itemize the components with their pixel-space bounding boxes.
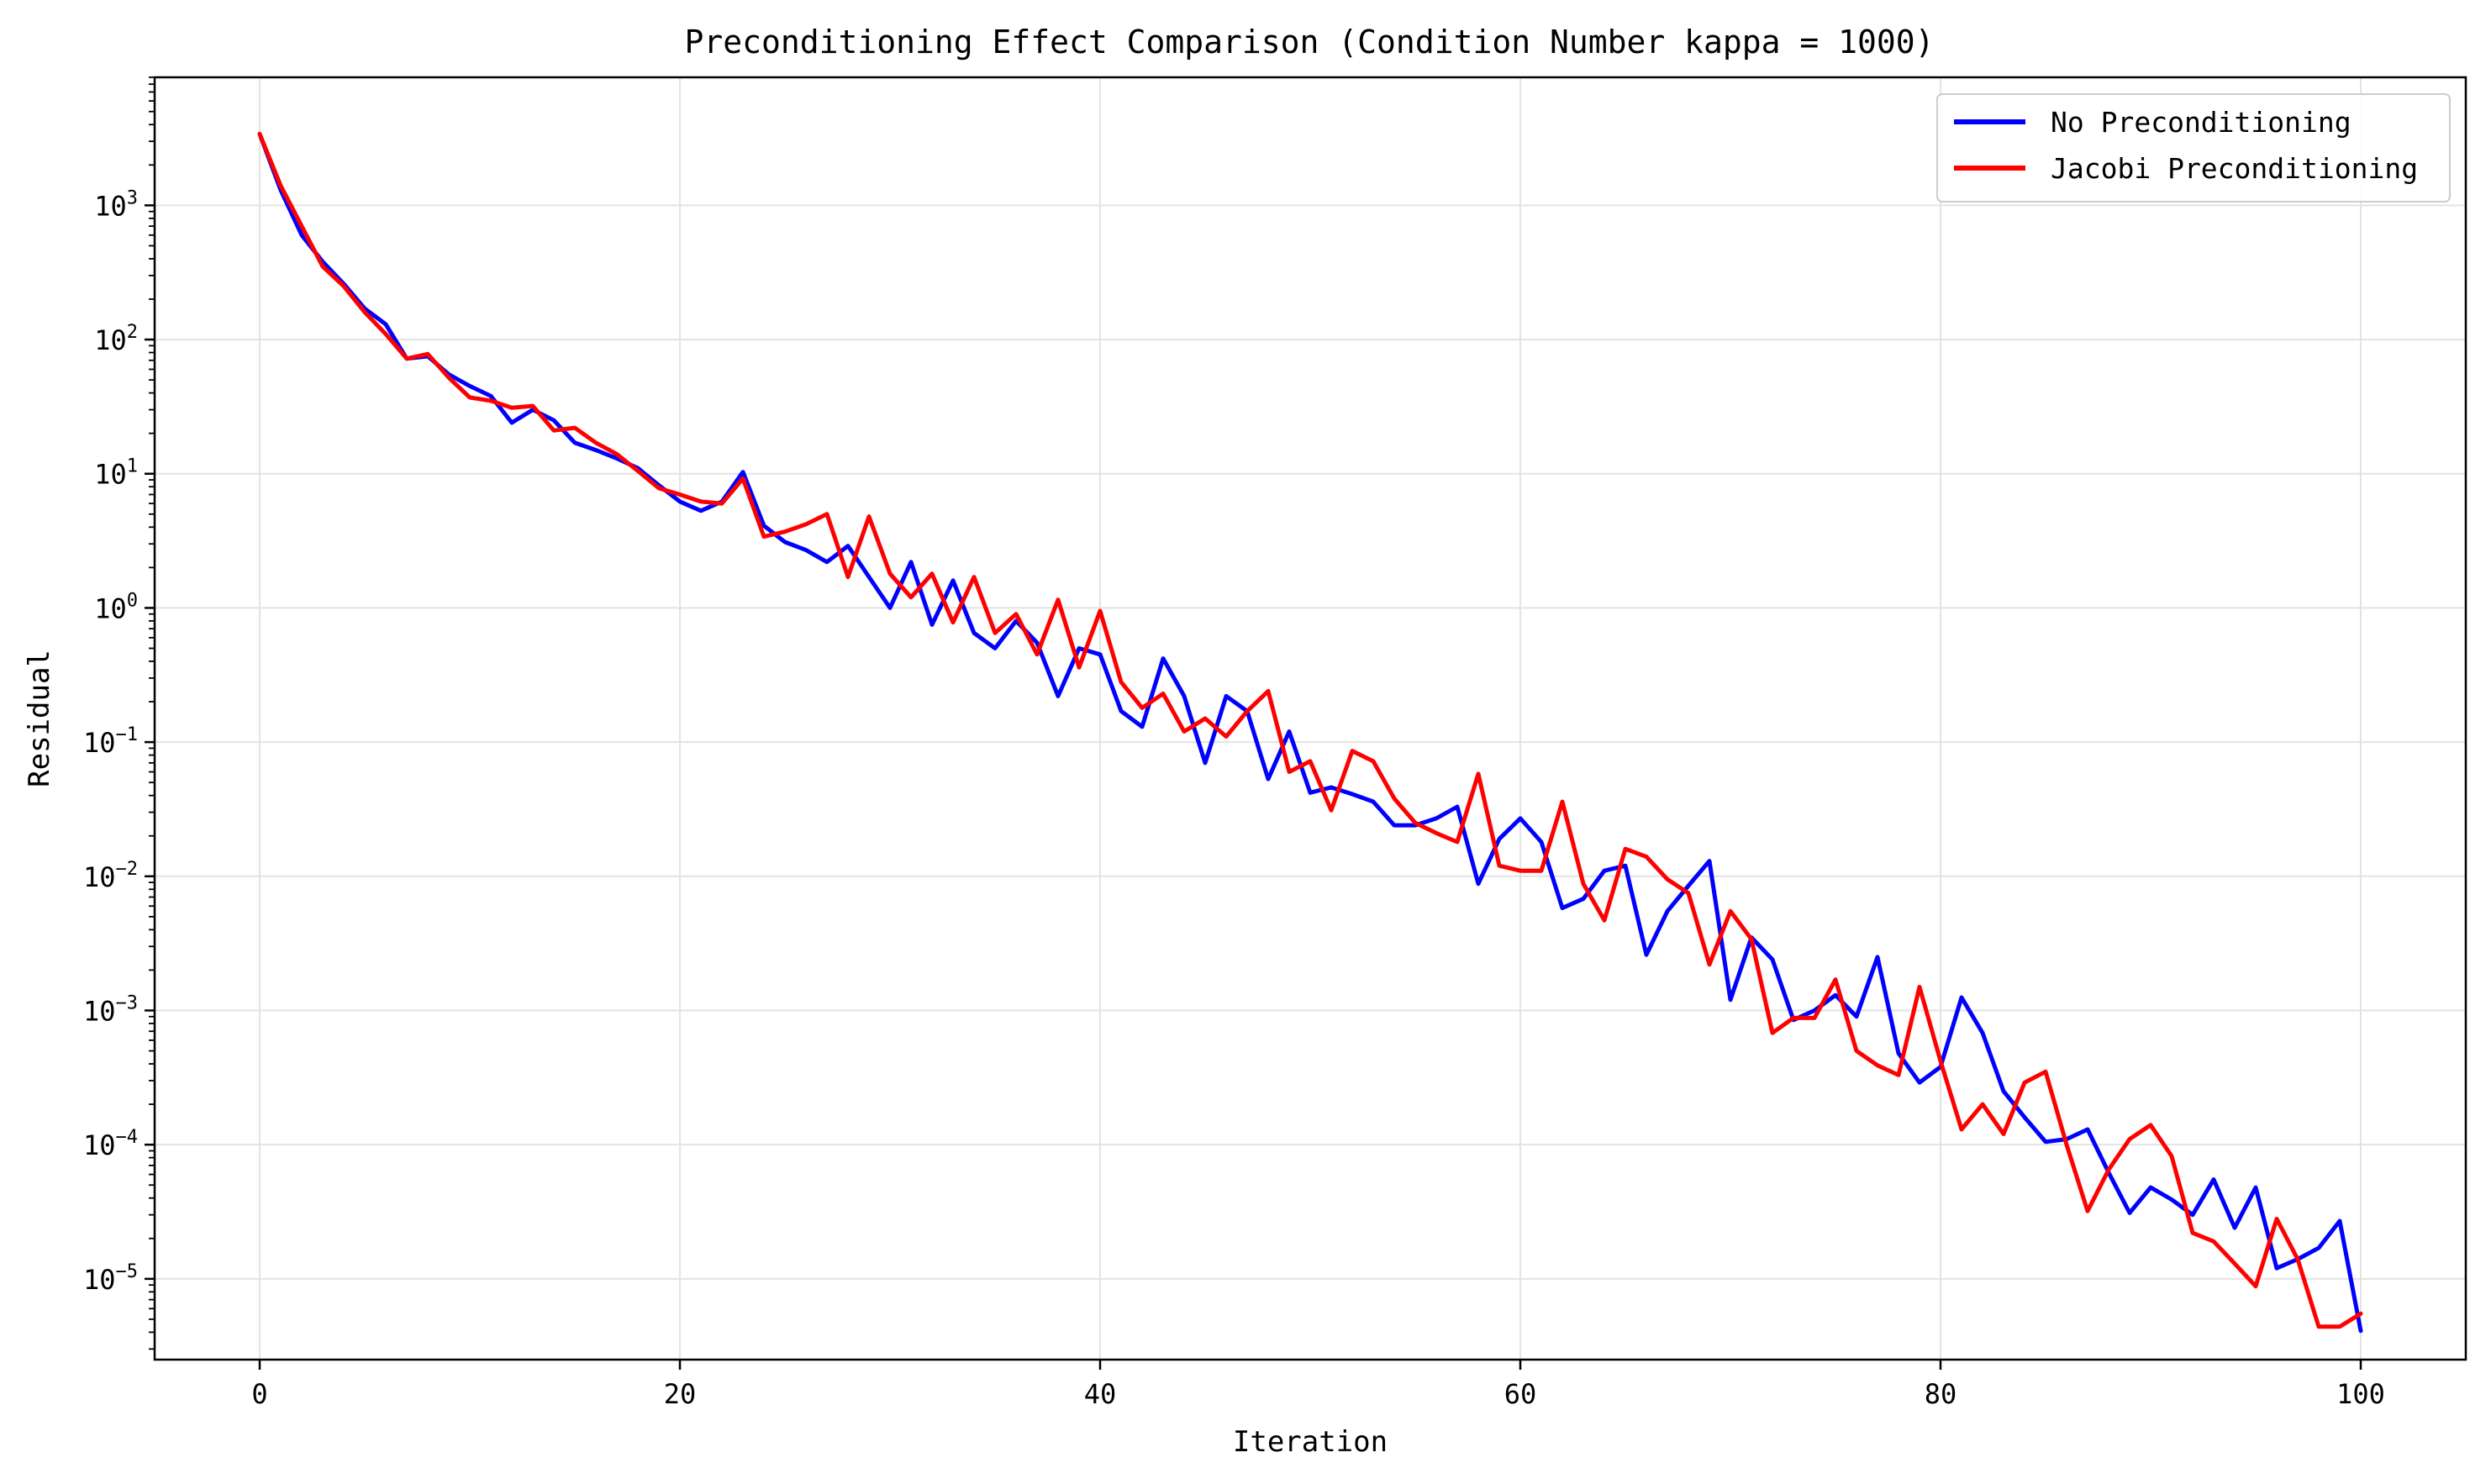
- x-tick-label: 40: [1084, 1378, 1117, 1410]
- y-tick-label: 102: [94, 322, 138, 356]
- y-tick-label: 10−1: [83, 724, 138, 759]
- series-layer: [257, 132, 2363, 1334]
- plot-frame: [153, 76, 2467, 1361]
- y-axis: 103 102 101 100 10−1 10−2 10−3 10−4 10−5: [83, 76, 155, 1350]
- x-tick-label: 60: [1504, 1378, 1537, 1410]
- x-tick-label: 100: [2336, 1378, 2385, 1410]
- grid: [155, 77, 2466, 1360]
- legend-label-jacobi-preconditioning: Jacobi Preconditioning: [2051, 152, 2418, 185]
- y-tick-label: 10−3: [83, 992, 138, 1027]
- chart-title: Preconditioning Effect Comparison (Condi…: [684, 24, 1934, 61]
- x-tick-label: 80: [1925, 1378, 1957, 1410]
- x-axis: 0 20 40 60 80 100: [251, 1360, 2385, 1410]
- y-tick-label: 103: [94, 187, 138, 222]
- y-tick-label: 10−5: [83, 1261, 138, 1296]
- series-line-no-preconditioning: [257, 132, 2363, 1334]
- legend-frame: [1936, 93, 2451, 203]
- legend: No Preconditioning Jacobi Preconditionin…: [1936, 93, 2451, 203]
- y-tick-label: 100: [94, 590, 138, 624]
- y-tick-label: 10−2: [83, 859, 138, 893]
- x-tick-label: 0: [251, 1378, 267, 1410]
- y-tick-label: 10−4: [83, 1127, 138, 1161]
- x-axis-label: Iteration: [1233, 1425, 1388, 1459]
- x-tick-label: 20: [664, 1378, 697, 1410]
- series-line-jacobi-preconditioning: [257, 132, 2363, 1329]
- y-tick-label: 101: [94, 456, 138, 491]
- y-axis-label: Residual: [23, 650, 56, 787]
- legend-label-no-preconditioning: No Preconditioning: [2051, 106, 2351, 139]
